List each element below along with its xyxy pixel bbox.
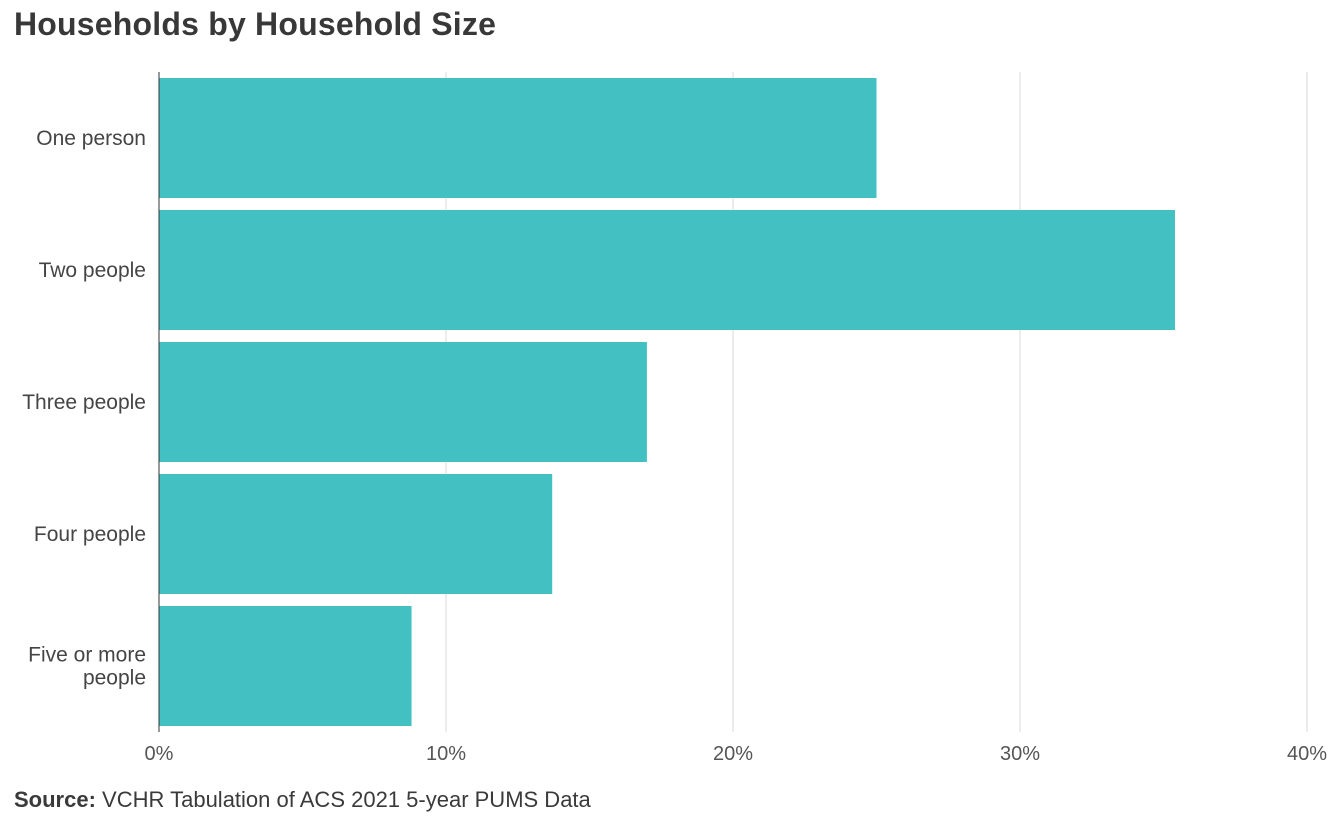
source-label: Source:	[14, 787, 96, 812]
bar	[159, 210, 1175, 330]
category-label: Two people	[39, 259, 146, 282]
source-text: VCHR Tabulation of ACS 2021 5-year PUMS …	[102, 787, 591, 812]
chart-title: Households by Household Size	[14, 6, 497, 42]
bar	[159, 342, 647, 462]
category-label: Four people	[34, 523, 146, 546]
x-tick-label: 10%	[426, 743, 466, 765]
category-label: Five or more people	[28, 644, 146, 690]
source-note: Source: VCHR Tabulation of ACS 2021 5-ye…	[14, 787, 591, 813]
x-tick-label: 40%	[1287, 743, 1327, 765]
x-tick-label: 30%	[1000, 743, 1040, 765]
bar	[159, 474, 553, 594]
bar	[159, 78, 877, 198]
x-tick-label: 0%	[145, 743, 174, 765]
x-tick-label: 20%	[713, 743, 753, 765]
category-label: One person	[36, 127, 146, 150]
bar	[159, 606, 412, 726]
category-label: Three people	[22, 391, 146, 414]
